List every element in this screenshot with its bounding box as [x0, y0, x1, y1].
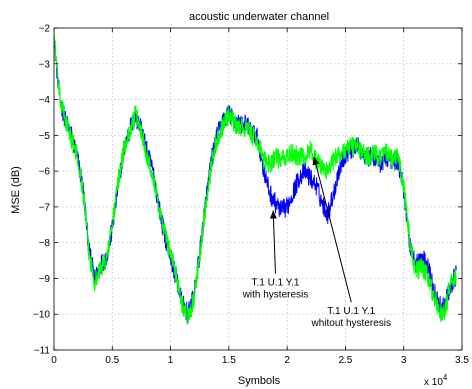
x-tick-label: 2.5	[338, 355, 352, 366]
axes-frame	[53, 27, 463, 351]
annotation-arrow-line	[272, 210, 276, 274]
x-tick-labels: 0 0.5 1 1.5 2 2.5 3 3.5	[51, 355, 469, 366]
x-tick-label: 1	[168, 355, 174, 366]
x-tick-label: 0.5	[105, 355, 119, 366]
x-multiplier-base: x 10	[424, 377, 443, 388]
y-tick-label: −5	[39, 131, 51, 142]
x-tick-label: 1.5	[222, 355, 236, 366]
x-tick-label: 2	[284, 355, 290, 366]
y-tick-labels: −11 −10 −9 −8 −7 −6 −5 −4 −3 −2	[33, 24, 50, 357]
y-tick-label: −10	[33, 310, 50, 321]
y-tick-label: −8	[39, 238, 51, 249]
y-tick-label: −2	[39, 24, 51, 35]
annotation-text: T.1 U.1 Y.1	[327, 306, 375, 317]
annotation-arrow-line	[313, 156, 352, 303]
x-axis-multiplier: x 104	[424, 373, 448, 388]
annotation-text: T.1 U.1 Y.1	[251, 278, 299, 289]
plot-area	[54, 28, 462, 350]
annotation-text: with hysteresis	[242, 290, 309, 301]
y-tick-label: −3	[39, 59, 51, 70]
data-series	[53, 34, 457, 325]
y-tick-label: −4	[39, 95, 51, 106]
x-multiplier-exponent: 4	[443, 373, 448, 382]
axis-ticks	[53, 27, 463, 351]
y-tick-label: −11	[34, 346, 51, 357]
annotation-text: whitout hysteresis	[311, 318, 391, 329]
y-tick-label: −7	[39, 202, 51, 213]
x-axis-label: Symbols	[238, 375, 281, 387]
y-axis-label: MSE (dB)	[10, 166, 22, 214]
annotation-arrow-head	[312, 156, 320, 166]
series-line-2	[53, 34, 457, 325]
x-tick-label: 3.5	[455, 355, 469, 366]
x-tick-label: 3	[401, 355, 407, 366]
annotation-arrow-head	[269, 210, 277, 219]
y-tick-label: −9	[39, 274, 51, 285]
x-tick-label: 0	[51, 355, 57, 366]
chart-title: acoustic underwater channel	[189, 11, 329, 23]
y-tick-label: −6	[39, 167, 51, 178]
